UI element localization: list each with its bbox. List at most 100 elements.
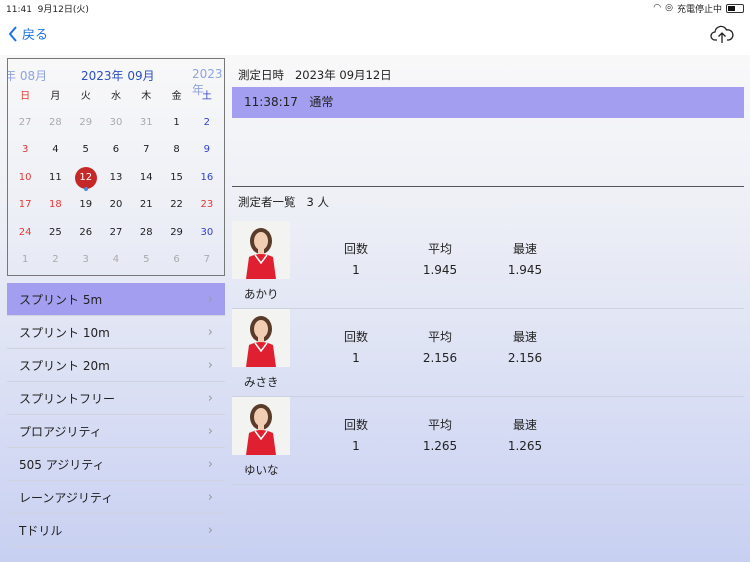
calendar-day[interactable]: 29 [71, 109, 101, 136]
divider [232, 186, 744, 187]
calendar-day[interactable]: 24 [10, 219, 40, 246]
day-number: 14 [139, 171, 153, 183]
day-number: 6 [173, 253, 180, 265]
calendar-day[interactable]: 30 [101, 109, 131, 136]
calendar-day[interactable]: 4 [101, 246, 131, 273]
calendar-day[interactable]: 21 [131, 191, 161, 218]
day-number: 28 [49, 117, 62, 128]
menu-item[interactable]: プロアジリティ › [7, 415, 225, 448]
calendar-day[interactable]: 5 [131, 246, 161, 273]
calendar-day[interactable]: 3 [71, 246, 101, 273]
calendar: 年 08月 2023年 09月 2023年 日月火水木金土 27 28 29 30 31 1… [7, 58, 225, 276]
menu-item[interactable]: スプリント 5m › [7, 283, 225, 316]
menu-item-label: スプリント 5m [19, 292, 103, 307]
day-number: 27 [109, 226, 123, 238]
day-number: 12 [74, 166, 97, 189]
menu-item[interactable]: Tドリル › [7, 514, 225, 547]
participant-row[interactable]: ゆいな 回数 1 平均 1.265 最速 1.265 [232, 397, 744, 485]
calendar-day[interactable]: 22 [161, 191, 191, 218]
calendar-day[interactable]: 2 [192, 109, 222, 136]
menu-item-label: レーンアジリティ [19, 490, 114, 505]
calendar-day[interactable]: 29 [161, 219, 191, 246]
menu-item[interactable]: スプリントフリー › [7, 382, 225, 415]
cloud-upload-icon[interactable] [710, 23, 734, 45]
chevron-right-icon: › [207, 357, 213, 373]
calendar-day[interactable]: 7 [131, 136, 161, 163]
day-number: 5 [82, 144, 89, 156]
back-button[interactable]: 戻る [8, 24, 48, 43]
calendar-day[interactable]: 23 [192, 191, 222, 218]
calendar-day[interactable]: 2 [40, 246, 70, 273]
day-number: 7 [203, 253, 211, 265]
measure-date: 測定日時 2023年 09月12日 [238, 67, 392, 83]
prev-month[interactable]: 年 08月 [7, 69, 48, 83]
participant-photo [232, 221, 290, 279]
stat-value: 1.265 [422, 439, 458, 453]
calendar-day[interactable]: 19 [71, 191, 101, 218]
calendar-day[interactable]: 20 [101, 191, 131, 218]
stat-header: 最速 [512, 418, 537, 432]
chevron-right-icon: › [207, 489, 213, 505]
calendar-day[interactable]: 1 [161, 109, 191, 136]
stat-value: 1 [352, 439, 360, 453]
calendar-day[interactable]: 30 [192, 219, 222, 246]
weekday-label: 火 [80, 91, 91, 102]
calendar-day[interactable]: 27 [10, 109, 40, 136]
day-number: 3 [21, 144, 29, 156]
chevron-right-icon: › [207, 423, 213, 439]
calendar-day[interactable]: 7 [192, 246, 222, 273]
calendar-day[interactable]: 14 [131, 164, 161, 191]
day-number: 9 [203, 144, 211, 156]
day-number: 10 [18, 171, 32, 183]
stat-value: 1.945 [422, 263, 458, 277]
chevron-right-icon: › [207, 390, 213, 406]
session-row[interactable]: 11:38:17 通常 [232, 87, 744, 118]
participant-name: あかり [244, 287, 279, 301]
next-month[interactable]: 2023年 [192, 67, 223, 97]
status-time: 11:41 [6, 4, 32, 15]
calendar-day[interactable]: 10 [10, 164, 40, 191]
calendar-day[interactable]: 6 [101, 136, 131, 163]
calendar-day[interactable]: 11 [40, 164, 70, 191]
calendar-day[interactable]: 27 [101, 219, 131, 246]
calendar-day[interactable]: 25 [40, 219, 70, 246]
calendar-day[interactable]: 4 [40, 136, 70, 163]
menu-item[interactable]: スプリント 20m › [7, 349, 225, 382]
calendar-day[interactable]: 6 [161, 246, 191, 273]
calendar-day[interactable]: 5 [71, 136, 101, 163]
menu-item[interactable]: レーンアジリティ › [7, 481, 225, 514]
calendar-day[interactable]: 31 [131, 109, 161, 136]
menu-item-label: スプリント 10m [19, 325, 110, 340]
menu-item-label: スプリントフリー [19, 391, 116, 406]
stat-header: 回数 [343, 418, 368, 432]
stat-header: 最速 [512, 242, 537, 256]
day-number: 11 [49, 171, 62, 183]
calendar-day[interactable]: 28 [131, 219, 161, 246]
menu-item[interactable]: 505 アジリティ › [7, 448, 225, 481]
wifi-icon: ◠ [653, 3, 662, 13]
calendar-day[interactable]: 16 [192, 164, 222, 191]
day-number: 19 [79, 199, 93, 211]
weekday-label: 月 [50, 91, 61, 102]
chevron-left-icon [8, 25, 17, 42]
calendar-day[interactable]: 18 [40, 191, 70, 218]
calendar-day[interactable]: 8 [161, 136, 191, 163]
menu-item[interactable]: スプリント 10m › [7, 316, 225, 349]
status-bar: 11:41 9月12日(火) ◠ ◎ 充電停止中 [0, 0, 750, 16]
calendar-day[interactable]: 28 [40, 109, 70, 136]
calendar-day[interactable]: 9 [192, 136, 222, 163]
calendar-day[interactable]: 1 [10, 246, 40, 273]
calendar-day[interactable]: 17 [10, 191, 40, 218]
participant-count: 測定者一覧 3 人 [238, 194, 329, 210]
participant-row[interactable]: みさき 回数 1 平均 2.156 最速 2.156 [232, 309, 744, 397]
stat-value: 1.945 [507, 263, 543, 277]
calendar-day[interactable]: 3 [10, 136, 40, 163]
day-number: 20 [109, 199, 123, 211]
calendar-day[interactable]: 15 [161, 164, 191, 191]
calendar-day[interactable]: 26 [71, 219, 101, 246]
calendar-day-selected[interactable]: 12 [71, 164, 101, 192]
calendar-day[interactable]: 13 [101, 164, 131, 191]
participant-row[interactable]: あかり 回数 1 平均 1.945 最速 1.945 [232, 221, 744, 309]
chevron-right-icon: › [207, 522, 213, 538]
calendar-grid: 日月火水木金土 27 28 29 30 31 1 2 3 4 5 6 7 8 9 10 11 12 13 14 15 16… [8, 89, 224, 273]
